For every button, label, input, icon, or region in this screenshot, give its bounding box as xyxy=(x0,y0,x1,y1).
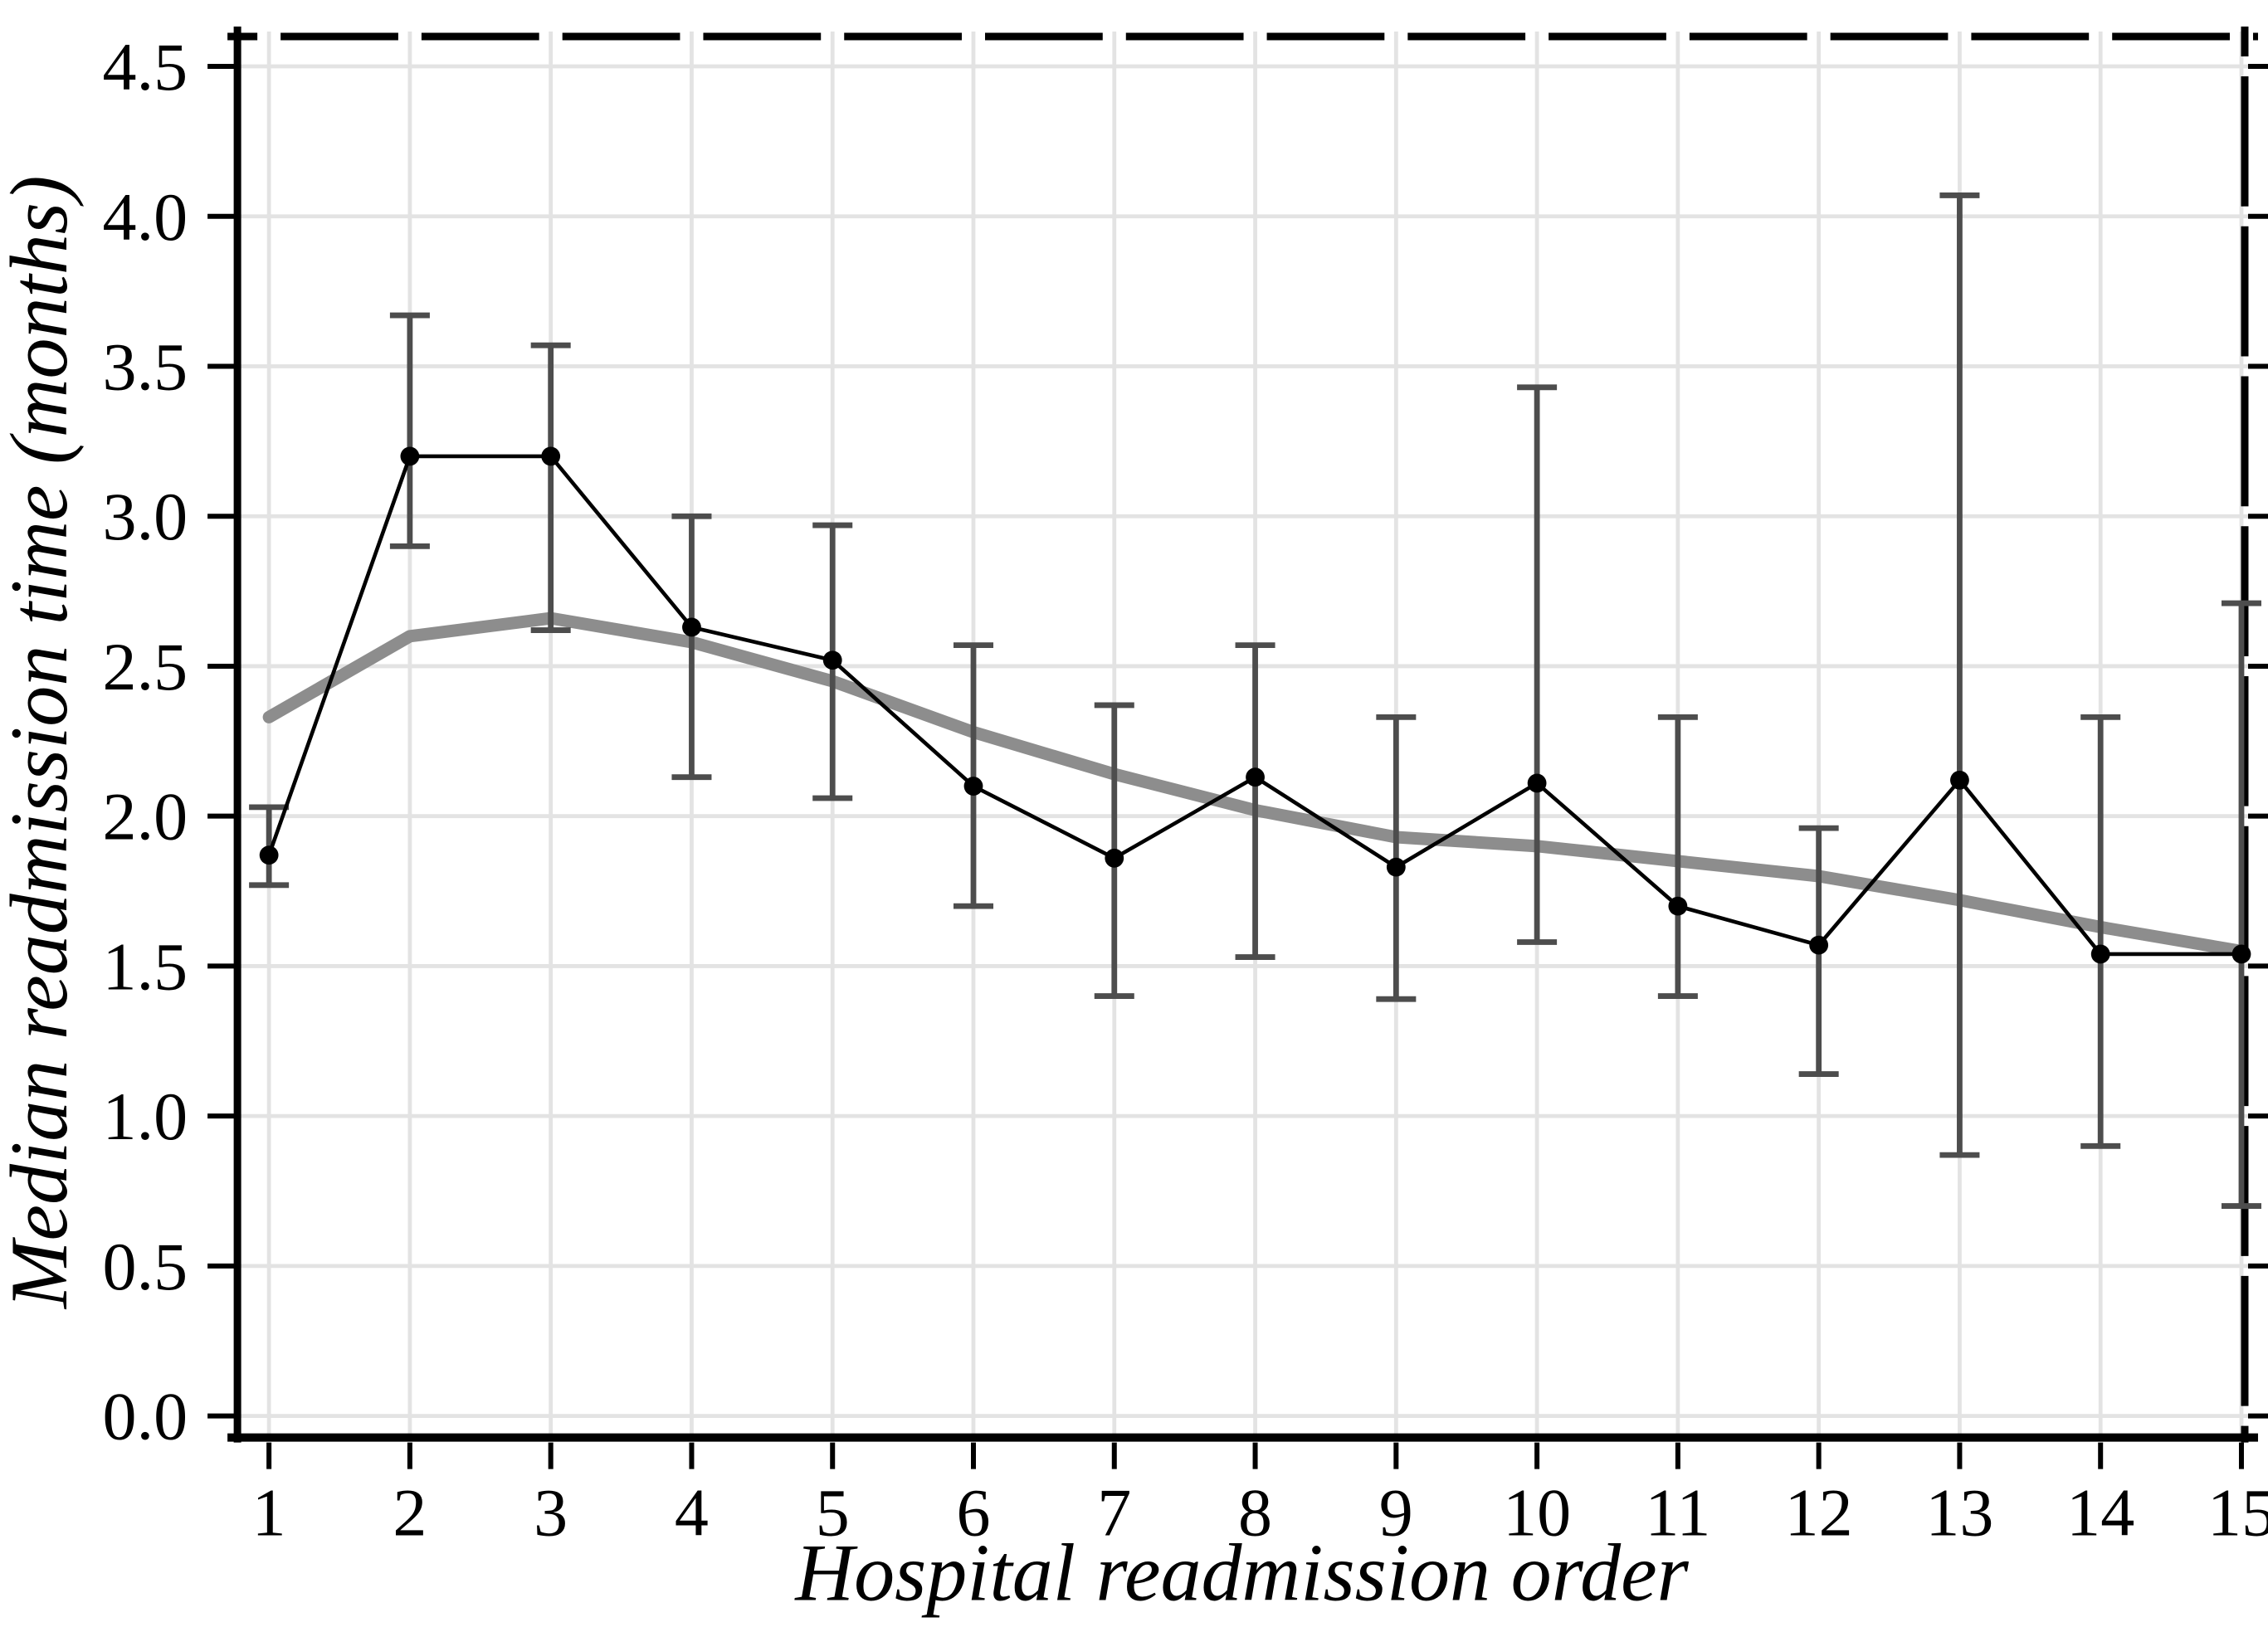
data-point-marker xyxy=(822,650,842,670)
data-point-marker xyxy=(1809,935,1829,955)
x-tick-label: 13 xyxy=(1925,1475,1993,1551)
x-tick-label: 5 xyxy=(816,1475,850,1551)
y-tick-label: 3.5 xyxy=(103,329,188,405)
x-axis-title: Hospital readmission order xyxy=(793,1529,1689,1619)
marker-layer xyxy=(259,446,2251,964)
data-point-marker xyxy=(1668,896,1688,916)
y-tick-label: 3.0 xyxy=(103,479,188,554)
data-point-marker xyxy=(1386,857,1406,877)
x-tick-label: 9 xyxy=(1379,1475,1413,1551)
x-tick-label: 3 xyxy=(534,1475,568,1551)
x-tick-label: 12 xyxy=(1785,1475,1853,1551)
y-tick-label: 0.5 xyxy=(103,1229,188,1304)
data-point-marker xyxy=(2090,944,2110,964)
x-tick-label: 7 xyxy=(1097,1475,1131,1551)
y-tick-label: 0.0 xyxy=(103,1379,188,1454)
x-tick-label: 14 xyxy=(2066,1475,2134,1551)
x-tick-label: 4 xyxy=(675,1475,709,1551)
y-tick-label: 1.5 xyxy=(103,928,188,1004)
data-point-marker xyxy=(541,446,561,466)
x-tick-label: 1 xyxy=(252,1475,286,1551)
y-tick-label: 1.0 xyxy=(103,1079,188,1154)
y-axis-title: Median readmission time (months) xyxy=(0,175,85,1310)
x-tick-label: 6 xyxy=(956,1475,990,1551)
tick-label-layer: 0.00.51.01.52.02.53.03.54.04.51 2 3 4 5 6 7 8 9 1… xyxy=(103,29,2268,1551)
gridlines xyxy=(241,32,2255,1435)
plot-border xyxy=(227,27,2258,1443)
x-tick-label: 2 xyxy=(393,1475,427,1551)
data-point-marker xyxy=(963,777,983,796)
x-tick-label: 8 xyxy=(1238,1475,1272,1551)
axis-ticks xyxy=(207,64,2268,1469)
x-tick-label: 11 xyxy=(1645,1475,1710,1551)
x-tick-label: 15 xyxy=(2207,1475,2268,1551)
y-tick-label: 4.0 xyxy=(103,179,188,255)
data-point-marker xyxy=(400,446,420,466)
data-point-marker xyxy=(1246,767,1265,787)
y-tick-label: 2.0 xyxy=(103,779,188,855)
y-tick-label: 4.5 xyxy=(103,29,188,105)
data-point-marker xyxy=(1527,773,1547,793)
data-point-marker xyxy=(1105,848,1124,868)
error-bar-layer xyxy=(249,192,2261,1209)
data-point-marker xyxy=(1950,770,1969,790)
y-tick-label: 2.5 xyxy=(103,629,188,704)
data-point-marker xyxy=(682,617,701,637)
data-point-marker xyxy=(2231,944,2251,964)
data-point-marker xyxy=(259,845,279,865)
x-tick-label: 10 xyxy=(1503,1475,1571,1551)
